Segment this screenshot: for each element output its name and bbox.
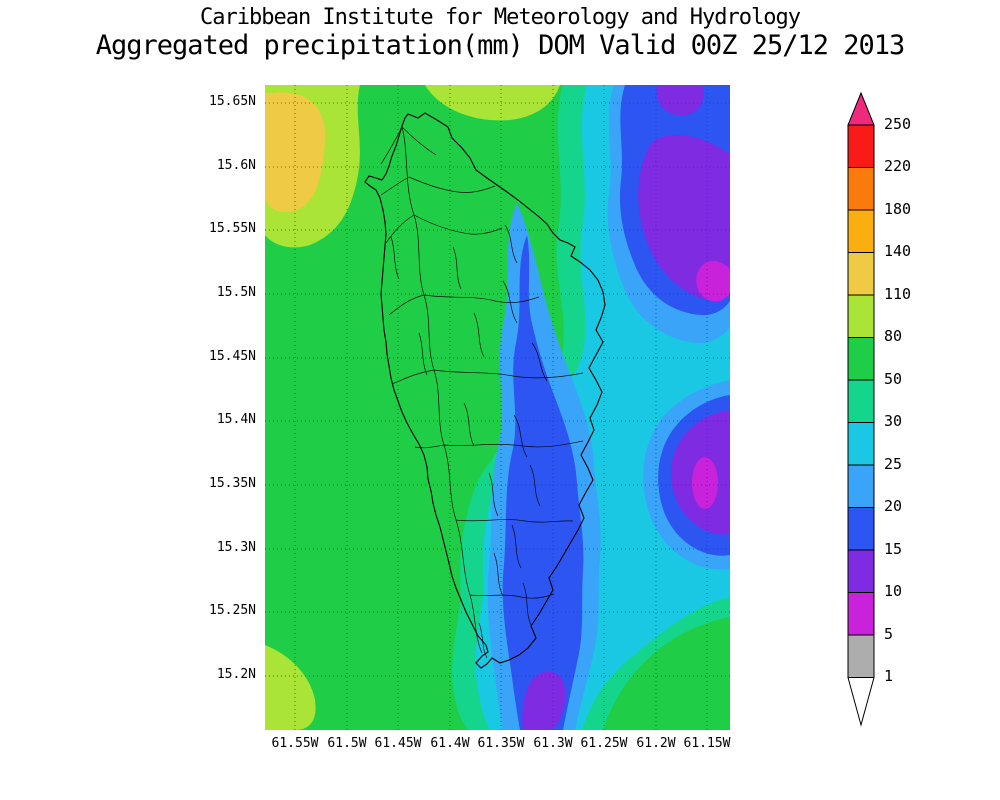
lon-axis-label: 61.55W — [271, 736, 319, 751]
colorbar-segment — [847, 124, 875, 168]
colorbar-bottom-arrow — [847, 677, 875, 727]
colorbar-segment — [847, 379, 875, 423]
colorbar-segment — [847, 464, 875, 508]
lat-axis-label: 15.35N — [209, 476, 256, 491]
colorbar-segment — [847, 592, 875, 636]
colorbar-segment — [847, 252, 875, 296]
lon-axis-label: 61.2W — [636, 736, 676, 751]
lon-axis-label: 61.45W — [374, 736, 422, 751]
colorbar-top-arrow — [847, 91, 875, 126]
colorbar-label: 140 — [884, 242, 912, 260]
lat-axis-label: 15.6N — [216, 158, 256, 173]
colorbar-label: 110 — [884, 285, 912, 303]
colorbar-segment — [847, 549, 875, 593]
lat-axis-label: 15.25N — [209, 603, 256, 618]
lat-axis-label: 15.2N — [216, 667, 256, 682]
colorbar — [847, 91, 875, 727]
lat-axis-label: 15.65N — [209, 94, 256, 109]
lon-axis-label: 61.15W — [683, 736, 731, 751]
colorbar-label: 15 — [884, 540, 903, 558]
colorbar-label: 10 — [884, 582, 903, 600]
island-coastline — [364, 112, 606, 669]
chart-subtitle: Aggregated precipitation(mm) DOM Valid 0… — [95, 30, 906, 61]
precip-regions-magenta — [692, 260, 730, 509]
colorbar-label: 1 — [884, 667, 894, 685]
lon-axis-label: 61.25W — [580, 736, 628, 751]
lon-axis-label: 61.4W — [430, 736, 470, 751]
colorbar-segment — [847, 209, 875, 253]
colorbar-label: 220 — [884, 157, 912, 175]
colorbar-segment — [847, 167, 875, 211]
precip-region-yellow — [265, 92, 326, 213]
lon-axis-label: 61.35W — [477, 736, 525, 751]
colorbar-segment — [847, 337, 875, 381]
lat-axis-label: 15.55N — [209, 221, 256, 236]
precipitation-map — [265, 85, 730, 730]
lat-axis-label: 15.45N — [209, 349, 256, 364]
colorbar-label: 80 — [884, 327, 903, 345]
colorbar-label: 50 — [884, 370, 903, 388]
colorbar-segment — [847, 294, 875, 338]
colorbar-label: 250 — [884, 115, 912, 133]
colorbar-segment — [847, 507, 875, 551]
colorbar-label: 180 — [884, 200, 912, 218]
page-title: Caribbean Institute for Meteorology and … — [199, 5, 801, 30]
lat-axis-label: 15.3N — [216, 540, 256, 555]
colorbar-label: 5 — [884, 625, 894, 643]
lon-axis-label: 61.3W — [533, 736, 573, 751]
watershed-lines — [380, 126, 584, 659]
lat-axis-label: 15.4N — [216, 412, 256, 427]
lon-axis-label: 61.5W — [327, 736, 367, 751]
colorbar-segment — [847, 422, 875, 466]
colorbar-label: 30 — [884, 412, 903, 430]
colorbar-segment — [847, 634, 875, 678]
colorbar-label: 20 — [884, 497, 903, 515]
lat-axis-label: 15.5N — [216, 285, 256, 300]
colorbar-label: 25 — [884, 455, 903, 473]
